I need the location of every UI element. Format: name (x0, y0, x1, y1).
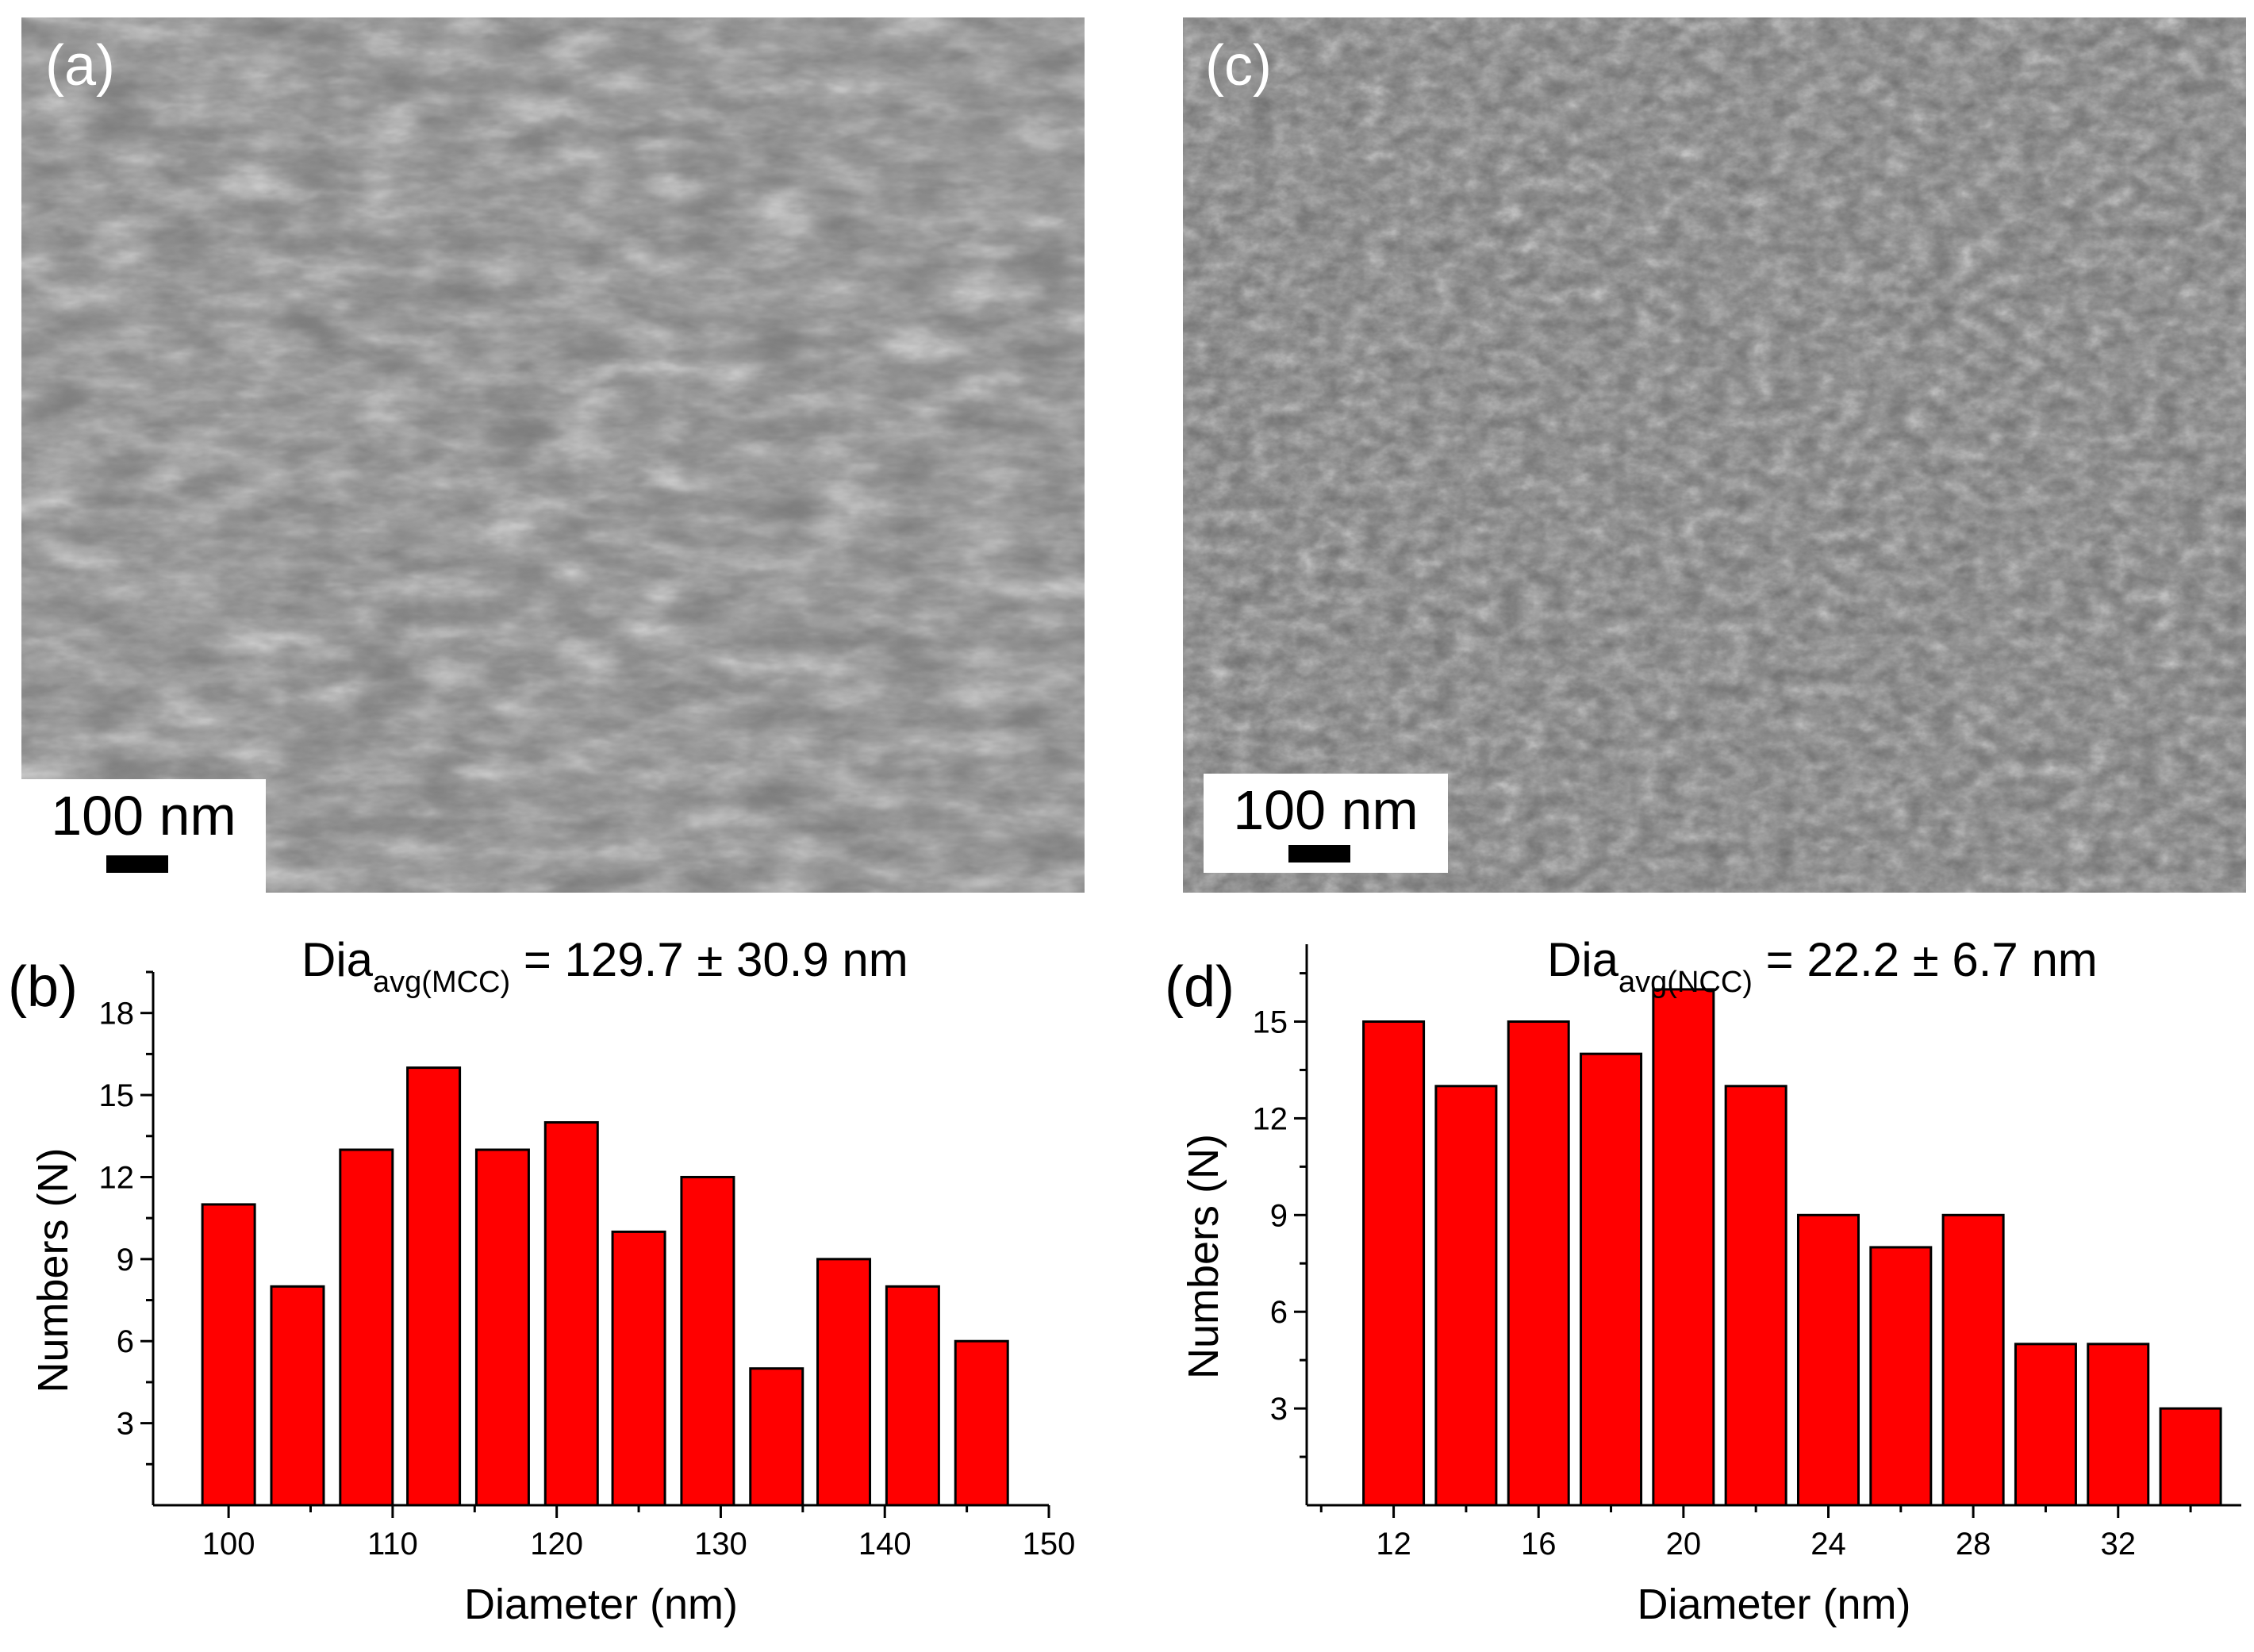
x-tick-label-d: 32 (2101, 1527, 2137, 1562)
bar-d-3 (1580, 1052, 1643, 1507)
bar-b-9 (816, 1258, 872, 1507)
scale-bar-label-c: 100 nm (1233, 779, 1419, 841)
x-tick-label-d: 20 (1666, 1527, 1702, 1562)
bar-d-10 (2087, 1343, 2150, 1507)
chart-title-d: Diaavg(NCC) = 22.2 ± 6.7 nm (1547, 933, 2098, 999)
bar-b-10 (885, 1285, 940, 1507)
y-tick-label-d: 3 (1270, 1392, 1288, 1427)
bar-b-11 (954, 1339, 1009, 1507)
scale-bar-line-c (1288, 845, 1350, 862)
bar-d-6 (1796, 1213, 1860, 1507)
title-value-d: = 22.2 ± 6.7 nm (1753, 933, 2098, 986)
y-tick-label-b: 9 (117, 1243, 134, 1277)
x-tick-label-d: 12 (1376, 1527, 1411, 1562)
y-tick-label-d: 6 (1270, 1295, 1288, 1330)
bar-d-7 (1869, 1246, 1933, 1507)
panel-label-a: (a) (45, 34, 115, 98)
micrograph-a: (a) 100 nm (21, 17, 1085, 893)
bar-d-11 (2159, 1407, 2222, 1507)
y-tick-label-b: 12 (99, 1160, 135, 1195)
x-tick-label-b: 150 (1023, 1527, 1076, 1562)
micrograph-a-texture (21, 17, 1085, 893)
scale-bar-label-a: 100 nm (51, 785, 236, 847)
chart-b: 3 6 9 12 15 18 100 110 120 130 140 150 Diameter (nm)… (8, 933, 1075, 1628)
x-axis-label-d: Diameter (nm) (1637, 1581, 1910, 1628)
bar-b-2 (339, 1148, 394, 1507)
bar-d-1 (1434, 1085, 1498, 1507)
bar-b-0 (201, 1203, 256, 1507)
bar-b-7 (680, 1175, 735, 1507)
chart-d: 3 6 9 12 15 12 16 20 24 28 32 Diameter (nm) Numbers … (1165, 933, 2241, 1628)
x-tick-label-b: 110 (367, 1527, 418, 1562)
bar-b-3 (406, 1066, 462, 1507)
y-axis-label-b: Numbers (N) (29, 1147, 77, 1393)
title-main-d: Dia (1547, 933, 1619, 986)
panel-label-c: (c) (1205, 34, 1272, 98)
bar-b-1 (270, 1285, 325, 1507)
title-subscript-d: avg(NCC) (1619, 966, 1753, 999)
bar-d-4 (1652, 988, 1715, 1507)
micrograph-c: (c) 100 nm (1183, 17, 2246, 893)
bar-b-5 (543, 1121, 599, 1507)
title-value-b: = 129.7 ± 30.9 nm (510, 933, 908, 986)
y-tick-label-d: 12 (1253, 1101, 1288, 1136)
scale-bar-a: 100 nm (21, 779, 266, 893)
title-subscript-b: avg(MCC) (373, 966, 510, 999)
bar-d-8 (1941, 1213, 2005, 1507)
x-tick-label-d: 16 (1521, 1527, 1557, 1562)
y-axis-label-d: Numbers (N) (1180, 1134, 1227, 1379)
bar-b-8 (749, 1367, 804, 1507)
y-tick-label-d: 15 (1253, 1005, 1288, 1040)
x-axis-label-b: Diameter (nm) (464, 1581, 738, 1628)
micrograph-c-texture (1183, 17, 2246, 893)
bar-b-6 (611, 1230, 666, 1507)
panel-label-d: (d) (1165, 955, 1235, 1019)
bar-d-2 (1507, 1020, 1570, 1507)
y-tick-label-b: 3 (117, 1407, 134, 1442)
x-tick-label-b: 130 (694, 1527, 747, 1562)
x-tick-label-b: 120 (530, 1527, 583, 1562)
bar-d-5 (1724, 1085, 1787, 1507)
y-tick-label-b: 6 (117, 1324, 134, 1359)
y-tick-label-b: 15 (99, 1078, 135, 1113)
panel-label-b: (b) (8, 955, 78, 1019)
x-tick-label-b: 140 (858, 1527, 912, 1562)
x-tick-label-b: 100 (202, 1527, 255, 1562)
bar-d-9 (2014, 1343, 2077, 1507)
scale-bar-line-a (106, 855, 168, 873)
bar-b-4 (474, 1148, 530, 1507)
title-main-b: Dia (301, 933, 374, 986)
x-tick-label-d: 24 (1810, 1527, 1846, 1562)
y-tick-label-b: 18 (99, 997, 135, 1032)
scale-bar-c: 100 nm (1204, 774, 1448, 873)
chart-title-b: Diaavg(MCC) = 129.7 ± 30.9 nm (301, 933, 908, 999)
bar-d-0 (1362, 1020, 1426, 1507)
y-tick-label-d: 9 (1270, 1198, 1288, 1233)
x-tick-label-d: 28 (1956, 1527, 1991, 1562)
